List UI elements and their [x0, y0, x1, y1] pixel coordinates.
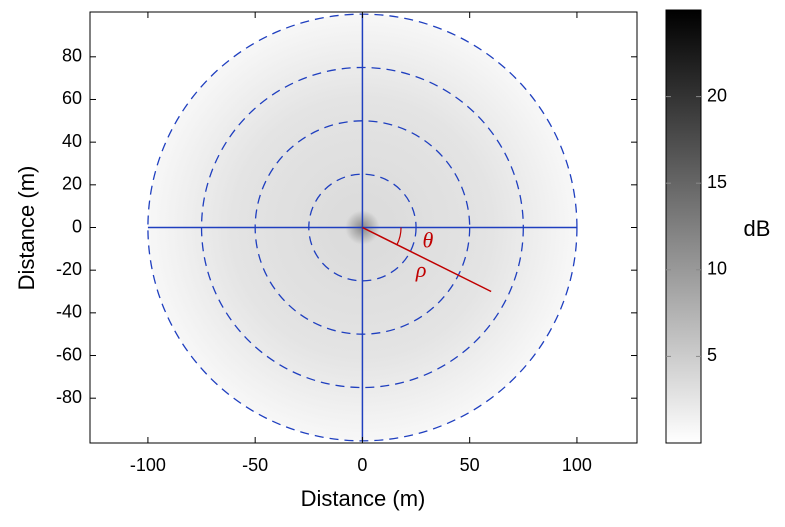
x-axis-label: Distance (m): [301, 486, 426, 511]
y-axis-label: Distance (m): [14, 166, 39, 291]
x-tick-label: -100: [130, 455, 166, 475]
y-tick-label: 60: [62, 88, 82, 108]
colorbar-tick-label: 20: [707, 85, 727, 105]
x-tick-label: 0: [357, 455, 367, 475]
y-tick-label: -60: [56, 344, 82, 364]
colorbar: [665, 9, 702, 444]
y-tick-label: 20: [62, 174, 82, 194]
y-tick-label: 0: [72, 216, 82, 236]
y-tick-label: -80: [56, 387, 82, 407]
y-tick-label: -40: [56, 302, 82, 322]
colorbar-tick-label: 10: [707, 259, 727, 279]
colorbar-tick-label: 15: [707, 172, 727, 192]
angle-arc: [396, 227, 402, 245]
plot-area: θρ: [147, 13, 578, 442]
x-tick-label: 100: [562, 455, 592, 475]
annotation: ρ: [415, 257, 427, 282]
ray: [362, 226, 492, 293]
colorbar-tick-label: 5: [707, 345, 717, 365]
colorbar-label: dB: [744, 216, 771, 241]
x-tick-label: 50: [460, 455, 480, 475]
y-tick-label: 40: [62, 131, 82, 151]
x-tick-label: -50: [242, 455, 268, 475]
y-tick-label: -20: [56, 259, 82, 279]
y-tick-label: 80: [62, 46, 82, 66]
annotation: θ: [422, 227, 433, 252]
